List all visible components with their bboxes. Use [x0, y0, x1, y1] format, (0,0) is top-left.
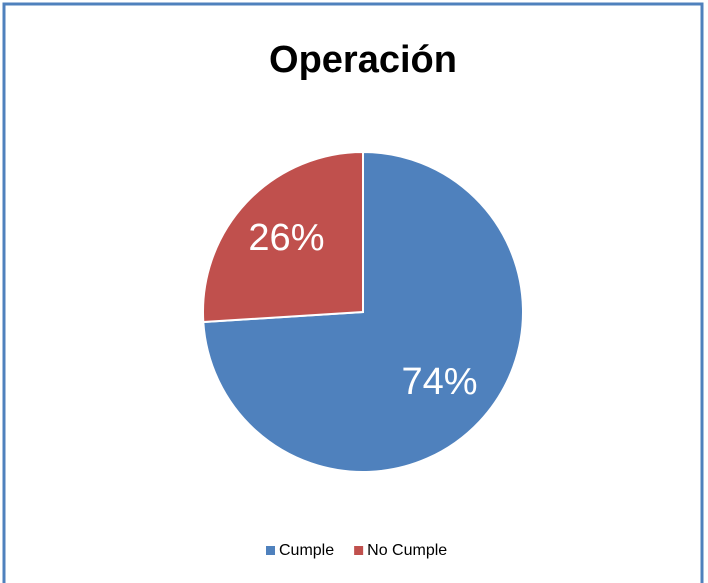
legend-label: No Cumple — [367, 542, 447, 559]
pie-slice — [202, 150, 364, 324]
legend-swatch — [266, 546, 275, 555]
legend-swatch — [354, 546, 364, 555]
legend-label: Cumple — [279, 542, 334, 559]
data-label: 74% — [402, 361, 478, 403]
data-label: 26% — [248, 217, 324, 259]
chart-title: Operación — [269, 39, 457, 81]
